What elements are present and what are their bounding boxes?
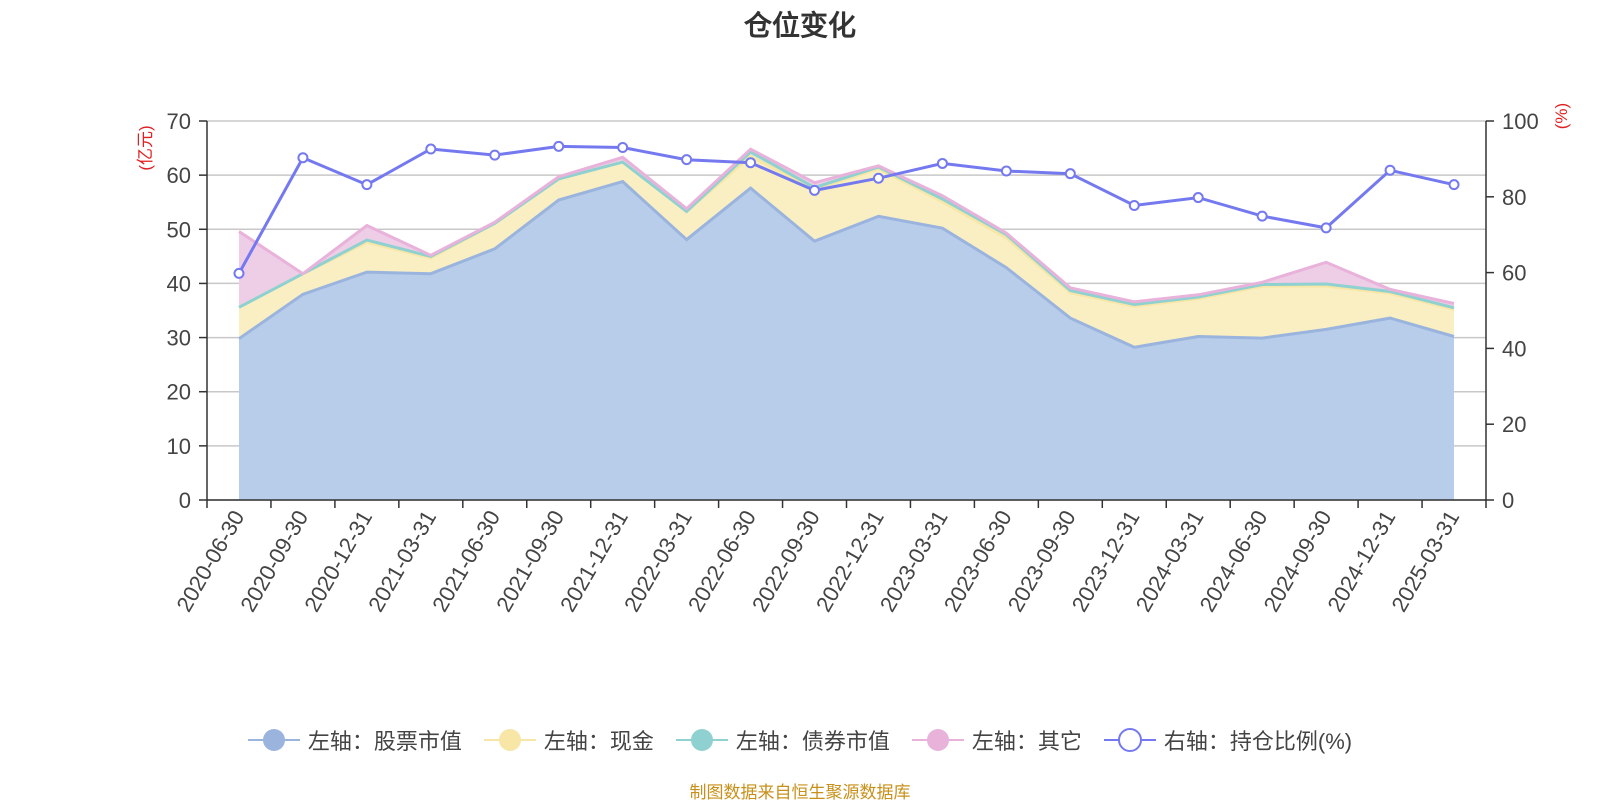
ratio-point [361, 179, 373, 191]
x-axis-tick-label: 2025-03-31 [1386, 506, 1464, 616]
ratio-point [1000, 165, 1012, 177]
legend-item-stock[interactable]: 左轴：股票市值 [247, 724, 462, 756]
ratio-point [1192, 192, 1204, 204]
left-axis-tick-label: 20 [167, 380, 191, 405]
ratio-point [1064, 168, 1076, 180]
area-line-series-0 [238, 179, 1455, 349]
legend-label-bond: 左轴：债券市值 [735, 729, 890, 754]
ratio-point [1256, 210, 1268, 222]
legend-label-cash: 左轴：现金 [543, 729, 654, 754]
ratio-point [617, 142, 629, 154]
right-axis-tick-label: 80 [1502, 185, 1526, 210]
right-axis-unit-label: (%) [1552, 103, 1571, 129]
line-series-ratio [237, 144, 1455, 275]
right-axis-tick-label: 40 [1502, 336, 1526, 361]
area-series-1 [239, 156, 1454, 348]
left-axis-tick-label: 30 [167, 326, 191, 351]
ratio-point [809, 184, 821, 196]
legend-marker-bond [675, 729, 728, 751]
ratio-point [745, 157, 757, 169]
legend-item-cash[interactable]: 左轴：现金 [483, 724, 654, 756]
ratio-point [297, 152, 309, 164]
legend-marker-stock [247, 729, 300, 751]
ratio-point [936, 157, 948, 169]
ratio-point [681, 154, 693, 166]
legend-marker-cash [483, 729, 536, 751]
legend-marker-other [911, 729, 964, 751]
legend-item-bond[interactable]: 左轴：债券市值 [675, 724, 890, 756]
area-line-series-3 [238, 147, 1455, 305]
left-axis-tick-label: 50 [167, 217, 191, 242]
area-series-0 [239, 181, 1454, 500]
legend-item-ratio[interactable]: 右轴：持仓比例(%) [1103, 724, 1353, 756]
left-axis-tick-label: 60 [167, 163, 191, 188]
right-axis-tick-label: 100 [1502, 109, 1539, 134]
legend-label-ratio: 右轴：持仓比例(%) [1163, 729, 1353, 754]
chart-title: 仓位变化 [743, 10, 856, 41]
legend-label-other: 左轴：其它 [971, 729, 1082, 754]
source-note: 制图数据来自恒生聚源数据库 [689, 783, 911, 802]
ratio-point [1320, 222, 1332, 234]
legend-item-other[interactable]: 左轴：其它 [911, 724, 1082, 756]
right-axis-tick-label: 0 [1502, 488, 1514, 513]
right-axis-tick-label: 60 [1502, 261, 1526, 286]
ratio-point [233, 267, 245, 279]
legend-label-stock: 左轴：股票市值 [307, 729, 462, 754]
ratio-point [872, 172, 884, 184]
ratio-point [553, 140, 565, 152]
left-axis-unit-label: (亿元) [136, 125, 155, 170]
left-axis-tick-label: 40 [167, 271, 191, 296]
ratio-point [489, 149, 501, 161]
legend-marker-ratio [1103, 728, 1156, 752]
left-axis-tick-label: 0 [179, 488, 191, 513]
left-axis-tick-label: 10 [167, 434, 191, 459]
right-axis-tick-label: 20 [1502, 412, 1526, 437]
ratio-point [425, 143, 437, 155]
legend: 左轴：股票市值 左轴：现金 左轴：债券市值 左轴：其它 右轴：持仓比例(%) [0, 720, 1600, 760]
ratio-point [1384, 164, 1396, 176]
ratio-point [1448, 179, 1460, 191]
left-axis-tick-label: 70 [167, 109, 191, 134]
ratio-point [1128, 200, 1140, 212]
